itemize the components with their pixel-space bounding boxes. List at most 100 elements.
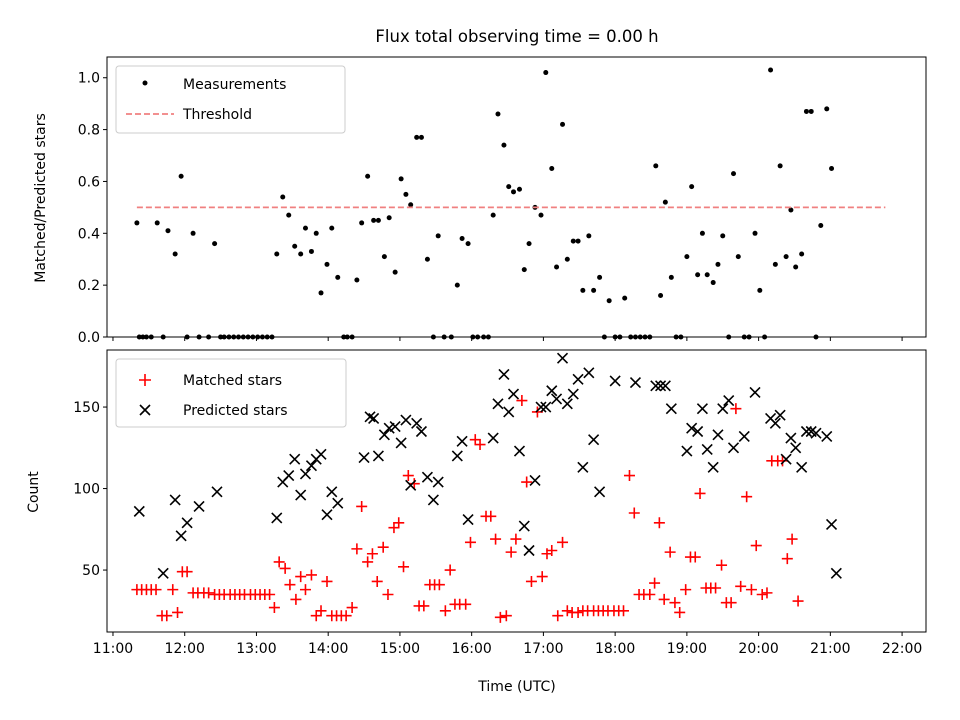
measurements-point: [292, 243, 298, 249]
bottom-x-tick-label: 12:00: [165, 641, 205, 657]
matched-stars-point: [689, 551, 701, 563]
predicted-stars-point: [727, 442, 740, 454]
measurements-point: [772, 261, 778, 267]
predicted-stars-point: [295, 489, 307, 501]
predicted-stars-point: [701, 443, 713, 455]
top-legend: Measurements Threshold: [115, 65, 346, 134]
predicted-stars-point: [830, 567, 842, 579]
matched-stars-point: [433, 579, 445, 591]
matched-stars-point: [741, 491, 753, 503]
matched-stars-point: [521, 476, 533, 488]
matched-stars-point: [680, 584, 692, 596]
predicted-stars-point: [692, 425, 704, 438]
predicted-stars-point: [492, 398, 504, 410]
measurements-point: [424, 256, 430, 262]
predicted-stars-point: [696, 403, 708, 415]
matched-stars-point: [273, 556, 285, 568]
measurements-point: [454, 282, 460, 288]
matched-stars-point: [315, 605, 327, 617]
matched-stars-point: [362, 556, 374, 568]
matched-stars-point: [649, 577, 661, 589]
matched-stars-point: [516, 395, 528, 407]
matched-stars-point: [418, 600, 430, 612]
predicted-stars-point: [157, 567, 169, 579]
predicted-stars-point: [487, 432, 499, 444]
measurements-point: [165, 228, 171, 234]
bottom-y-ticks: 50 100 150: [73, 400, 107, 579]
matched-stars-point: [377, 541, 389, 553]
measurements-point: [684, 254, 690, 260]
matched-stars-point: [761, 587, 773, 599]
matched-stars-point: [500, 610, 512, 622]
top-chart-title: Flux total observing time = 0.00 h: [375, 27, 658, 46]
matched-stars-point: [181, 566, 193, 578]
measurements-point: [783, 254, 789, 260]
matched-stars-point: [167, 584, 179, 596]
measurements-point: [704, 272, 710, 278]
matched-stars-point: [510, 533, 522, 545]
matched-stars-point: [444, 564, 456, 576]
predicted-stars-point: [535, 401, 547, 413]
predicted-stars-point: [796, 461, 808, 473]
measurements-point: [495, 111, 501, 117]
predicted-stars-point: [665, 403, 677, 415]
predicted-stars-point: [655, 380, 667, 392]
measurements-point: [286, 212, 292, 218]
measurements-point: [414, 134, 420, 140]
predicted-stars-point: [368, 412, 380, 425]
top-y-ticks: 0.0 0.2 0.4 0.6 0.8 1.0: [78, 71, 107, 346]
measurements-point: [318, 290, 324, 296]
bottom-x-tick-label: 22:00: [882, 641, 922, 657]
matched-stars-point: [756, 589, 768, 601]
matched-stars-point: [305, 569, 317, 581]
predicted-stars-point: [629, 377, 642, 389]
bottom-y-axis-label: Count: [26, 471, 42, 513]
predicted-stars-point: [523, 544, 535, 557]
measurements-point: [554, 264, 560, 270]
measurements-point: [799, 251, 805, 257]
predicted-stars-point: [283, 469, 295, 482]
predicted-stars-point: [405, 479, 417, 491]
measurements-point: [526, 241, 532, 247]
predicted-stars-point: [800, 425, 813, 438]
legend-measurements-label: Measurements: [183, 77, 286, 93]
bottom-y-tick-label: 150: [73, 400, 100, 416]
measurements-point: [375, 217, 381, 223]
matched-stars-point: [402, 470, 414, 482]
predicted-stars-point: [749, 386, 761, 398]
top-y-axis-label: Matched/Predicted stars: [33, 113, 49, 283]
matched-stars-point: [781, 553, 793, 565]
matched-stars-point: [694, 487, 706, 499]
matched-stars-point: [750, 540, 762, 552]
matched-stars-point: [536, 571, 548, 583]
predicted-stars-point: [299, 468, 312, 480]
predicted-stars-point: [507, 388, 520, 400]
matched-stars-point: [371, 575, 383, 587]
measurements-point: [597, 274, 603, 280]
measurements-point: [365, 173, 371, 179]
matched-stars-point: [264, 589, 276, 601]
measurements-point: [324, 261, 330, 267]
measurements-point: [549, 165, 555, 171]
measurements-point: [172, 251, 178, 257]
measurements-point: [392, 269, 398, 275]
matched-stars-point: [494, 611, 506, 623]
top-y-tick-label: 0.6: [78, 174, 100, 190]
measurements-point: [715, 261, 721, 267]
predicted-stars-point: [723, 394, 735, 407]
matched-stars-point: [172, 606, 184, 618]
bottom-x-tick-label: 19:00: [667, 641, 707, 657]
matched-stars-point: [623, 470, 635, 482]
measurements-point: [752, 230, 758, 236]
bottom-plot-marks: [131, 352, 842, 623]
predicted-stars-point: [686, 422, 698, 434]
predicted-stars-point: [561, 398, 573, 410]
top-panel: Flux total observing time = 0.00 h Match…: [33, 27, 927, 346]
predicted-stars-point: [358, 452, 370, 464]
measurements-point: [313, 230, 319, 236]
measurements-point: [359, 220, 365, 226]
measurements-point: [699, 230, 705, 236]
predicted-stars-point: [378, 429, 390, 441]
predicted-stars-point: [738, 430, 750, 442]
